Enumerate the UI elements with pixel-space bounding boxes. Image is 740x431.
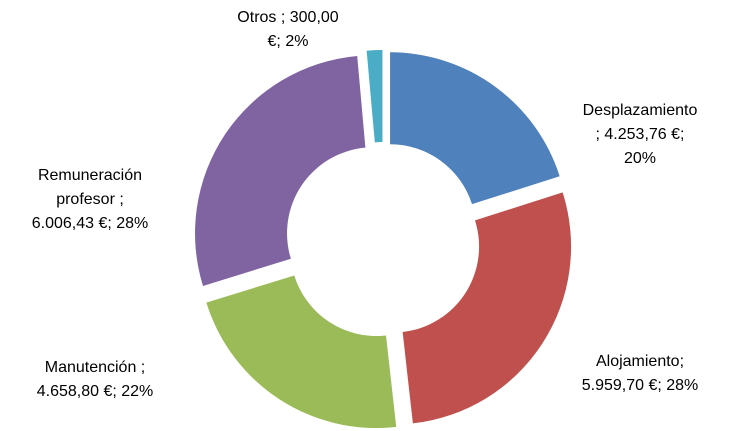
data-label: 6.006,43 €; 28% <box>32 215 149 232</box>
donut-slice <box>195 56 366 286</box>
data-label: Otros ; 300,00 <box>237 9 338 26</box>
donut-slice <box>402 192 572 424</box>
data-label: Alojamiento; <box>596 353 684 370</box>
donut-slice <box>366 50 383 143</box>
data-label: Manutención ; <box>45 359 146 376</box>
data-label: Desplazamiento <box>583 102 698 119</box>
donut-slice <box>206 275 397 429</box>
data-label: 4.658,80 €; 22% <box>37 383 154 400</box>
data-label: €; 2% <box>268 33 309 50</box>
data-label: 20% <box>624 150 656 167</box>
data-label: Remuneración <box>38 167 142 184</box>
data-label: profesor ; <box>56 191 124 208</box>
data-label: 5.959,70 €; 28% <box>582 377 699 394</box>
data-label: ; 4.253,76 €; <box>596 126 685 143</box>
donut-slice <box>390 52 560 205</box>
